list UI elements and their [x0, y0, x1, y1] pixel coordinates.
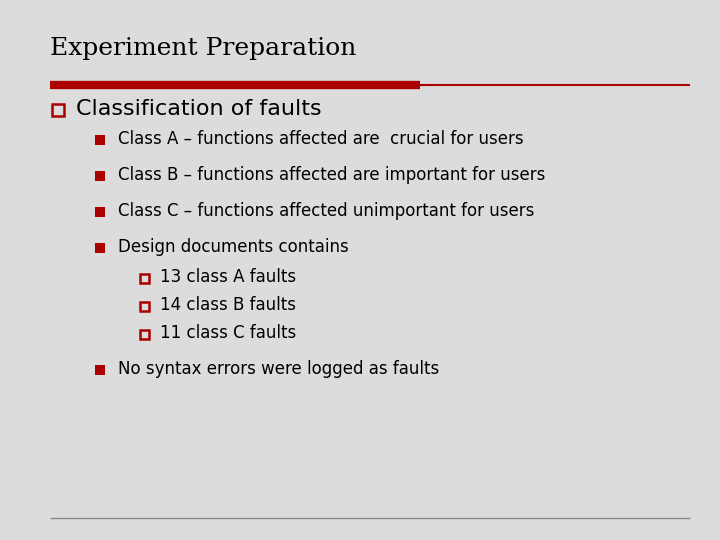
Text: Classification of faults: Classification of faults	[76, 99, 322, 119]
Bar	[140, 301, 149, 310]
Text: Class A – functions affected are  crucial for users: Class A – functions affected are crucial…	[118, 130, 523, 148]
Text: 14 class B faults: 14 class B faults	[160, 296, 296, 314]
Bar	[140, 273, 149, 282]
Text: Experiment Preparation: Experiment Preparation	[50, 37, 356, 60]
Text: 13 class A faults: 13 class A faults	[160, 268, 296, 286]
Text: No syntax errors were logged as faults: No syntax errors were logged as faults	[118, 360, 439, 378]
Bar	[95, 135, 105, 145]
Text: Class C – functions affected unimportant for users: Class C – functions affected unimportant…	[118, 202, 534, 220]
Bar	[95, 365, 105, 375]
Text: Design documents contains: Design documents contains	[118, 238, 348, 256]
Text: 11 class C faults: 11 class C faults	[160, 324, 296, 342]
Text: Class B – functions affected are important for users: Class B – functions affected are importa…	[118, 166, 545, 184]
Bar	[95, 243, 105, 253]
Bar	[52, 104, 64, 116]
Bar	[95, 207, 105, 217]
Bar	[95, 171, 105, 181]
Bar	[140, 329, 149, 339]
